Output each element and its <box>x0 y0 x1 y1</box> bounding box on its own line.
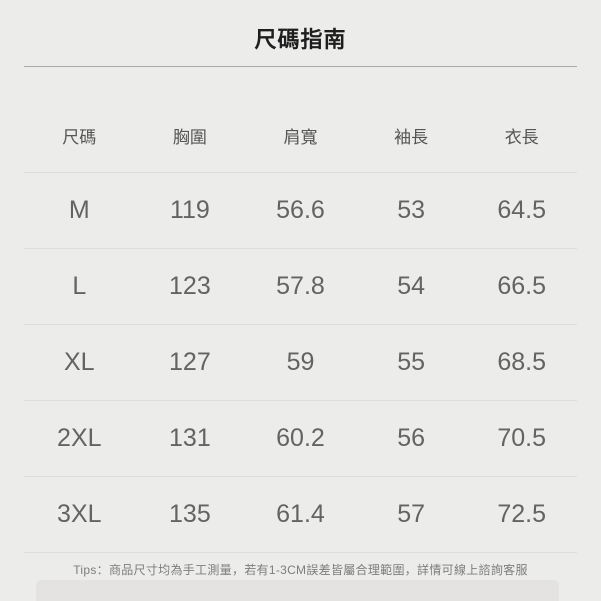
cell-shoulder: 61.4 <box>276 500 325 528</box>
cell-shoulder: 57.8 <box>276 272 325 300</box>
cell-size: XL <box>64 348 95 376</box>
cell-sleeve: 53 <box>397 196 425 224</box>
cell-length: 72.5 <box>497 500 547 528</box>
table-row: M 119 56.6 53 64.5 <box>24 173 577 249</box>
cell-size: 3XL <box>57 500 102 528</box>
cell-chest: 131 <box>169 424 211 452</box>
col-header-size: 尺碼 <box>62 128 97 147</box>
cell-length: 70.5 <box>497 424 547 452</box>
col-header-shoulder: 肩寬 <box>283 128 318 147</box>
page-title: 尺碼指南 <box>254 27 347 52</box>
table-row: 2XL 131 60.2 56 70.5 <box>24 401 577 477</box>
cell-chest: 119 <box>169 196 210 224</box>
table-row: L 123 57.8 54 66.5 <box>24 249 577 325</box>
table-row: 3XL 135 61.4 57 72.5 <box>24 477 577 553</box>
cell-shoulder: 56.6 <box>276 196 325 224</box>
cell-sleeve: 54 <box>397 272 425 300</box>
cell-length: 68.5 <box>497 348 547 376</box>
cell-chest: 135 <box>169 500 211 528</box>
cell-shoulder: 60.2 <box>276 424 325 452</box>
cell-length: 64.5 <box>497 196 547 224</box>
cell-chest: 127 <box>169 348 211 376</box>
col-header-chest: 胸圍 <box>172 128 207 147</box>
cell-size: L <box>72 272 87 300</box>
cell-size: 2XL <box>57 424 102 452</box>
cell-size: M <box>68 196 90 224</box>
cell-sleeve: 56 <box>397 424 425 452</box>
cell-sleeve: 55 <box>397 348 425 376</box>
cell-sleeve: 57 <box>397 500 425 528</box>
tips-note: Tips：商品尺寸均為手工測量，若有1-3CM誤差皆屬合理範圍，詳情可線上諮詢客… <box>73 563 528 577</box>
table-row: XL 127 59 55 68.5 <box>24 325 577 401</box>
col-header-sleeve: 袖長 <box>394 128 429 147</box>
col-header-length: 衣長 <box>504 128 539 147</box>
cell-shoulder: 59 <box>286 348 315 376</box>
cell-chest: 123 <box>169 272 211 300</box>
title-divider <box>24 66 577 67</box>
table-header-row: 尺碼 胸圍 肩寬 袖長 衣長 <box>24 67 577 173</box>
next-section-edge <box>36 580 559 601</box>
cell-length: 66.5 <box>497 272 547 300</box>
